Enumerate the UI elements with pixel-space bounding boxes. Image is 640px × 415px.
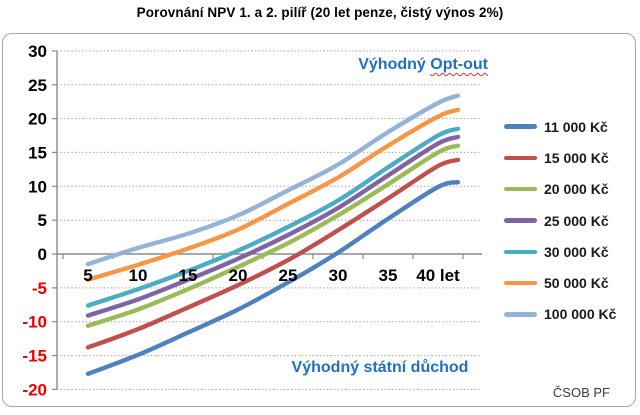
legend-item: 11 000 Kč [504,111,634,142]
legend-item: 25 000 Kč [504,205,634,236]
gridlines [57,50,482,390]
y-tick-label: 25 [28,76,47,95]
legend-label: 20 000 Kč [544,181,609,198]
y-tick-label: 20 [28,110,47,129]
x-tick-label: 30 [329,266,348,285]
legend-line-swatch-icon [504,186,537,192]
legend-label: 50 000 Kč [544,275,609,292]
annotation-opt-out-prefix: Výhodný [358,56,431,73]
series-line-6 [85,93,461,267]
legend-line-swatch-icon [504,312,537,317]
legend-line-swatch-icon [504,155,537,161]
legend-line-swatch-icon [504,218,537,223]
annotation-opt-out-word: Opt-out [430,56,488,73]
x-tick-label: 5 [83,266,92,285]
csob-pf-label: ČSOB PF [552,385,610,400]
legend-line-swatch-icon [504,280,537,286]
x-tick-label: 20 [229,266,248,285]
legend-line-swatch-icon [504,124,537,129]
series-line-5 [85,107,461,282]
y-tick-label: 10 [28,177,47,196]
legend: 11 000 Kč 15 000 Kč 20 000 Kč 25 000 Kč 30 0… [504,111,634,330]
legend-label: 15 000 Kč [544,149,609,166]
series-lines [85,93,461,376]
legend-label: 100 000 Kč [544,306,617,323]
x-tick-label: 25 [279,266,298,285]
y-tick-label: -20 [22,380,47,399]
legend-label: 30 000 Kč [544,243,609,260]
legend-item: 100 000 Kč [504,299,634,330]
series-line-0 [85,180,461,376]
y-tick-label: 0 [38,245,47,264]
legend-item: 50 000 Kč [504,267,634,298]
x-tick-label: 40 let [416,266,460,285]
y-tick-label: -5 [32,279,47,298]
y-tick-label: -10 [22,313,47,332]
y-tick-label: 30 [28,42,47,61]
y-tick-label: -15 [22,347,47,366]
y-tick-label: 15 [28,143,47,162]
axis-labels: 30 25 20 15 10 5 0 -5 -10 -15 -20 5 10 15 20 25 30 35 40 l… [22,42,460,399]
legend-label: 11 000 Kč [544,118,608,135]
legend-item: 30 000 Kč [504,236,634,267]
legend-item: 15 000 Kč [504,142,634,173]
legend-label: 25 000 Kč [544,212,609,229]
annotation-opt-out: Výhodný Opt-out [338,56,488,74]
x-tick-label: 35 [379,266,398,285]
series-line-1 [85,157,461,350]
annotation-state-pension: Výhodný státní důchod [291,359,469,376]
y-tick-label: 5 [38,211,47,230]
series-line-2 [85,143,461,328]
series-line-3 [85,134,461,318]
legend-item: 20 000 Kč [504,174,634,205]
series-line-4 [85,126,461,308]
x-tick-label: 15 [179,266,198,285]
chart-title: Porovnání NPV 1. a 2. pilíř (20 let penz… [136,5,504,20]
x-tick-label: 10 [129,266,148,285]
legend-line-swatch-icon [504,249,537,255]
